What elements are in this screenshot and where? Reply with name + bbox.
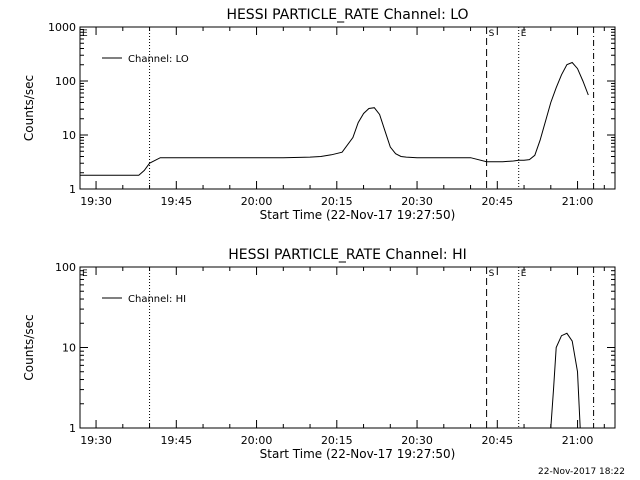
plot-frame [79, 26, 616, 190]
y-tick-label: 100 [55, 75, 76, 88]
x-tick-label: 20:00 [241, 434, 273, 447]
y-tick-label: 100 [55, 261, 76, 274]
event-marker-label: S [489, 29, 495, 39]
x-tick-label: 20:45 [481, 434, 513, 447]
x-tick-label: 21:00 [562, 434, 594, 447]
chart-panel-1: HESSI PARTICLE_RATE Channel: LO 19:30 19:4… [22, 7, 616, 222]
y-tick-label: 1 [69, 183, 76, 196]
y-axis-label: Counts/sec [22, 314, 36, 380]
y-tick-label: 10 [62, 342, 76, 355]
x-tick-label: 21:00 [562, 195, 594, 208]
event-marker-label: E [82, 269, 88, 279]
legend-label: Channel: HI [128, 294, 186, 305]
x-tick-label: 19:30 [80, 434, 112, 447]
event-marker-label: S [489, 269, 495, 279]
series-line-1 [80, 61, 589, 176]
y-axis-label: Counts/sec [22, 75, 36, 141]
x-axis-label: Start Time (22-Nov-17 19:27:50) [260, 208, 456, 222]
chart-panel-2: HESSI PARTICLE_RATE Channel: HI 19:30 19:4… [22, 247, 616, 461]
x-tick-label: 20:45 [481, 195, 513, 208]
y-tick-label: 1000 [48, 21, 76, 34]
chart-title: HESSI PARTICLE_RATE Channel: LO [226, 7, 468, 23]
x-tick-label: 19:45 [160, 434, 192, 447]
series-line-1 [550, 332, 581, 429]
x-tick-label: 19:30 [80, 195, 112, 208]
x-axis-label: Start Time (22-Nov-17 19:27:50) [260, 447, 456, 461]
y-tick-label: 10 [62, 129, 76, 142]
event-marker-label: E [521, 269, 527, 279]
x-tick-label: 20:15 [321, 195, 353, 208]
x-tick-label: 20:00 [241, 195, 273, 208]
plot-frame [79, 266, 616, 429]
x-tick-label: 19:45 [160, 195, 192, 208]
chart-title: HESSI PARTICLE_RATE Channel: HI [228, 247, 466, 263]
legend-label: Channel: LO [128, 54, 189, 65]
event-marker-label: E [521, 29, 527, 39]
y-tick-label: 1 [69, 422, 76, 435]
x-tick-label: 20:15 [321, 434, 353, 447]
x-tick-label: 20:30 [401, 195, 433, 208]
x-tick-label: 20:30 [401, 434, 433, 447]
footer-timestamp: 22-Nov-2017 18:22 [538, 467, 625, 477]
event-marker-label: E [82, 29, 88, 39]
